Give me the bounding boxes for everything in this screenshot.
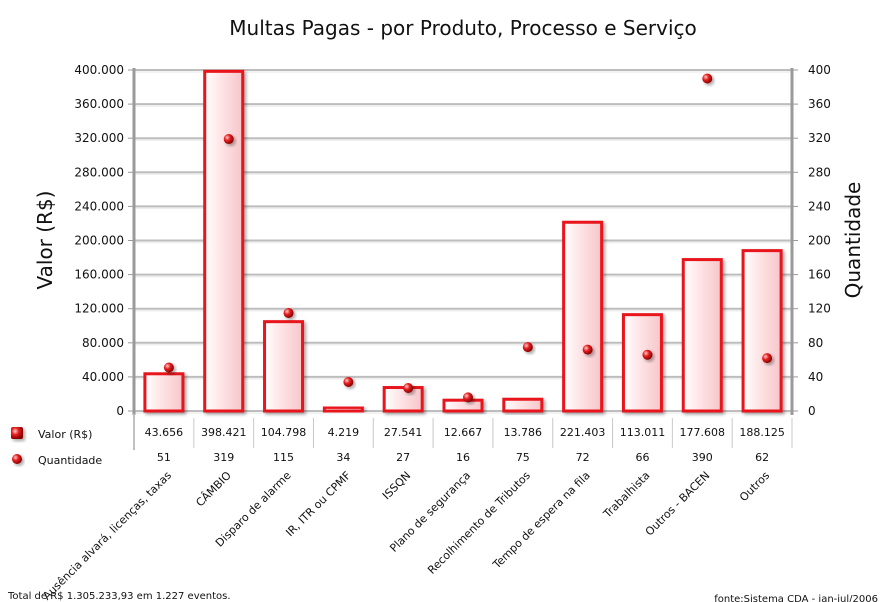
left-tick-label: 320.000 — [74, 131, 124, 145]
right-tick-label: 280 — [808, 165, 831, 179]
right-tick-label: 200 — [808, 234, 831, 248]
legend-bar-swatch — [11, 427, 23, 439]
right-tick-label: 40 — [808, 370, 823, 384]
bar — [502, 397, 544, 413]
point-value-label: 27 — [396, 451, 410, 464]
category-label: Tempo de espera na fila — [490, 469, 593, 572]
point — [522, 342, 533, 353]
category-label: Trabalhista — [600, 469, 652, 521]
footer-total: Total de R$ 1.305.233,93 em 1.227 evento… — [7, 591, 231, 602]
right-tick-label: 160 — [808, 268, 831, 282]
bar — [263, 320, 305, 413]
bar — [382, 386, 424, 413]
legend-point-swatch — [12, 454, 22, 464]
point — [403, 382, 414, 393]
right-tick-label: 0 — [808, 404, 816, 418]
left-tick-label: 360.000 — [74, 97, 124, 111]
left-tick-label: 280.000 — [74, 165, 124, 179]
left-tick-label: 160.000 — [74, 268, 124, 282]
bar-value-label: 12.667 — [444, 426, 483, 439]
category-label: Outros - BACEN — [643, 469, 713, 539]
point — [343, 377, 354, 388]
bar — [621, 313, 663, 413]
right-tick-label: 80 — [808, 336, 823, 350]
legend-quantidade-label: Quantidade — [38, 454, 102, 467]
right-tick-label: 360 — [808, 97, 831, 111]
left-tick-label: 40.000 — [82, 370, 124, 384]
point-value-label: 75 — [516, 451, 530, 464]
left-tick-label: 200.000 — [74, 234, 124, 248]
bar-value-label: 177.608 — [680, 426, 726, 439]
point-value-label: 51 — [157, 451, 171, 464]
right-tick-label: 320 — [808, 131, 831, 145]
bar — [203, 69, 245, 413]
left-tick-label: 120.000 — [74, 302, 124, 316]
category-label: ISSQN — [380, 469, 413, 502]
axes: 0 40.000 80.000 120.000 160.000 200.000 240.00… — [74, 63, 831, 418]
point — [163, 362, 174, 373]
point-value-label: 390 — [692, 451, 713, 464]
bar-value-label: 398.421 — [201, 426, 247, 439]
bar-value-label: 4.219 — [328, 426, 360, 439]
chart-title: Multas Pagas - por Produto, Processo e S… — [229, 16, 696, 40]
data-table: 43.656 398.421 104.798 4.219 27.541 12.667 13.… — [133, 414, 793, 464]
bar-value-label: 43.656 — [145, 426, 184, 439]
y-axis-left-label: Valor (R$) — [33, 191, 57, 290]
point — [283, 307, 294, 318]
bar — [143, 372, 185, 413]
point — [223, 134, 234, 145]
category-label: Ausência alvará, licenças, taxas — [40, 469, 174, 602]
left-tick-label: 0 — [116, 404, 124, 418]
points — [163, 73, 773, 403]
point-value-label: 16 — [456, 451, 470, 464]
point-value-label: 34 — [336, 451, 350, 464]
bar — [681, 258, 723, 413]
left-tick-label: 240.000 — [74, 199, 124, 213]
point — [702, 73, 713, 84]
bar-value-label: 221.403 — [560, 426, 606, 439]
point — [642, 349, 653, 360]
point-value-label: 72 — [576, 451, 590, 464]
point-value-label: 319 — [213, 451, 234, 464]
category-label: Outros — [737, 469, 772, 504]
point-value-label: 115 — [273, 451, 294, 464]
bar — [741, 249, 783, 413]
bar — [562, 220, 604, 413]
legend-valor-label: Valor (R$) — [38, 428, 92, 441]
point-value-label: 66 — [635, 451, 649, 464]
legend: Valor (R$) Quantidade — [11, 427, 102, 467]
point — [762, 353, 773, 364]
footer-source: fonte:Sistema CDA - jan-jul/2006 — [714, 594, 878, 602]
category-label: CÂMBIO — [193, 469, 234, 510]
bar-value-label: 104.798 — [261, 426, 307, 439]
right-tick-label: 120 — [808, 302, 831, 316]
bar — [322, 405, 364, 413]
category-label: Recolhimento de Tributos — [425, 469, 533, 577]
bars — [143, 69, 783, 413]
bar — [442, 398, 484, 413]
bar-value-label: 113.011 — [620, 426, 666, 439]
bar-value-label: 13.786 — [504, 426, 543, 439]
right-tick-label: 240 — [808, 199, 831, 213]
bar-value-label: 27.541 — [384, 426, 423, 439]
point — [463, 392, 473, 403]
category-label: IR, ITR ou CPMF — [283, 469, 353, 539]
left-tick-label: 400.000 — [74, 63, 124, 77]
bar-value-label: 188.125 — [739, 426, 785, 439]
point-value-label: 62 — [755, 451, 769, 464]
y-axis-right-label: Quantidade — [841, 182, 865, 299]
left-tick-label: 80.000 — [82, 336, 124, 350]
category-labels: Ausência alvará, licenças, taxas CÂMBIODi… — [40, 469, 772, 602]
point — [582, 344, 593, 355]
right-tick-label: 400 — [808, 63, 831, 77]
